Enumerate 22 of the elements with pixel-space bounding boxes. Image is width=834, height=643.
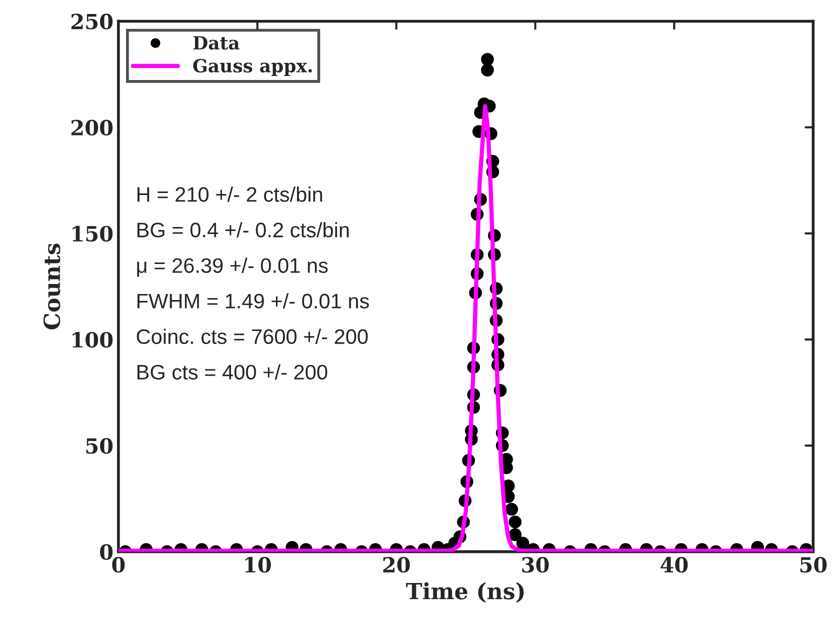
legend-label: Data <box>193 36 240 50</box>
legend-label: Gauss appx. <box>193 58 312 76</box>
annotation: BG = 0.4 +/- 0.2 cts/bin <box>138 222 349 238</box>
x-tick-label: 10 <box>245 556 271 573</box>
y-tick-label: 100 <box>72 332 113 348</box>
annotation: Coinc. cts = 7600 +/- 200 <box>136 328 368 344</box>
x-tick-label: 30 <box>522 556 549 573</box>
annotation: H = 210 +/- 2 cts/bin <box>138 186 322 202</box>
annotation: FWHM = 1.49 +/- 0.01 ns <box>138 293 369 308</box>
annotation: BG cts = 400 +/- 200 <box>138 364 328 380</box>
annotation: μ = 26.39 +/- 0.01 ns <box>137 258 328 277</box>
x-tick-label: 50 <box>800 556 827 573</box>
x-axis-title: Time (ns) <box>406 582 524 603</box>
y-tick-label: 200 <box>71 120 113 136</box>
x-tick-label: 20 <box>383 556 410 573</box>
x-tick-label: 0 <box>112 556 125 573</box>
y-tick-label: 150 <box>72 226 113 242</box>
y-tick-label: 50 <box>86 438 113 454</box>
y-tick-label: 0 <box>100 544 113 560</box>
x-tick-label: 40 <box>660 556 688 573</box>
y-axis-title: Counts <box>43 244 60 330</box>
y-tick-label: 250 <box>71 14 113 30</box>
